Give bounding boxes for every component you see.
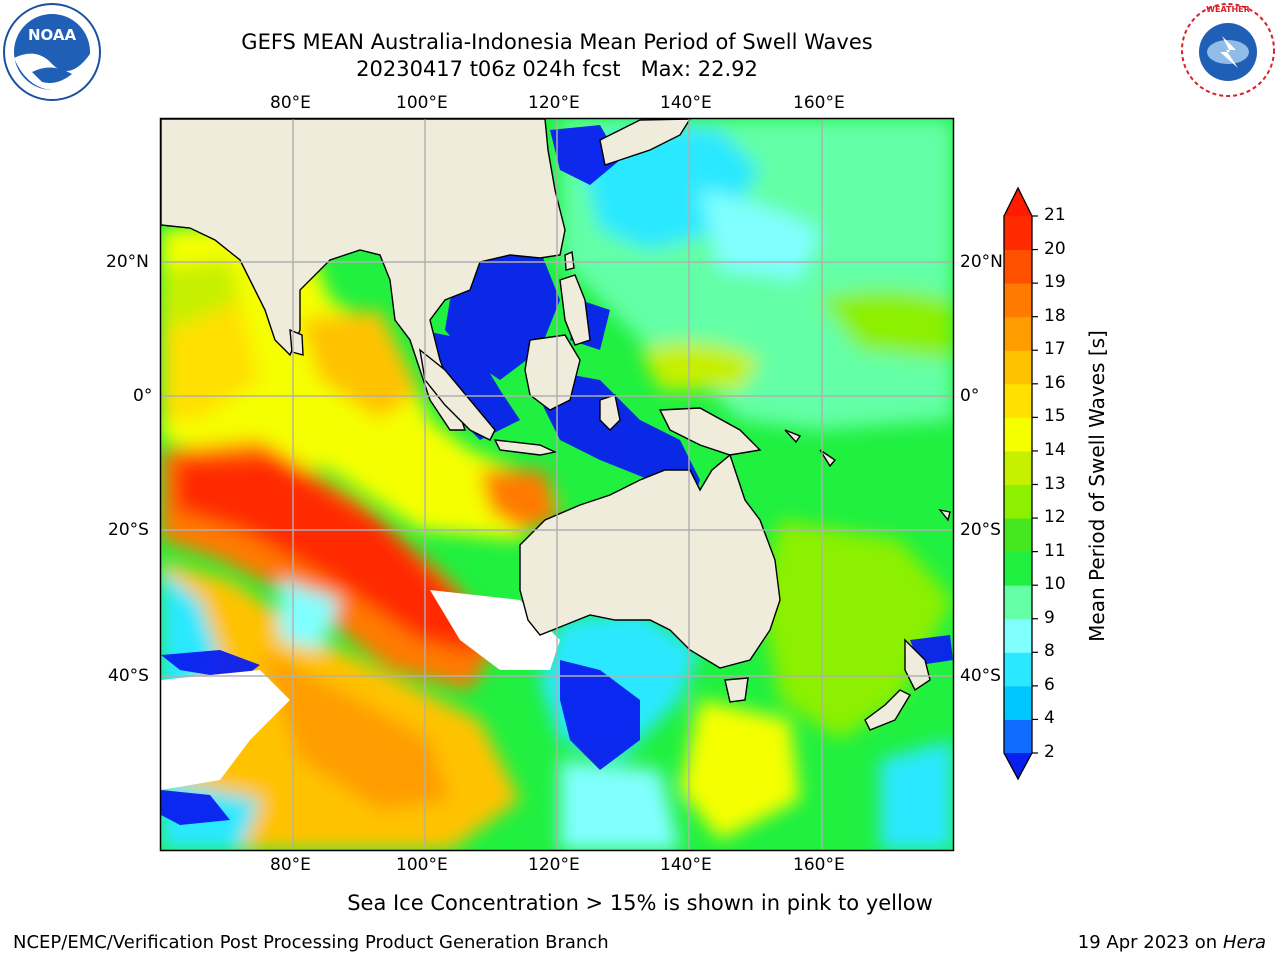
map-frame [159, 117, 955, 852]
chart-title: GEFS MEAN Australia-Indonesia Mean Perio… [241, 30, 873, 54]
colorbar-over-arrow [1004, 188, 1032, 216]
colorbar-band [1004, 283, 1032, 318]
colorbar-tick-label: 9 [1044, 607, 1055, 628]
colorbar-tick-label: 4 [1044, 708, 1055, 729]
svg-text:WEATHER: WEATHER [1206, 5, 1250, 14]
colorbar-band [1004, 685, 1032, 720]
lon-label-bottom-100e: 100°E [396, 855, 448, 875]
colorbar-tick-label: 17 [1044, 339, 1066, 360]
lon-label-top-140e: 140°E [660, 93, 712, 113]
graticule [161, 119, 953, 850]
lon-label-bottom-140e: 140°E [660, 855, 712, 875]
lat-label-right-20s: 20°S [960, 520, 1001, 540]
land-masses [161, 119, 951, 731]
colorbar-under-arrow [1004, 753, 1032, 779]
colorbar-band [1004, 316, 1032, 351]
generated-date: 19 Apr 2023 on Hera [1078, 932, 1266, 953]
lat-label-right-40s: 40°S [960, 666, 1001, 686]
colorbar-tick-label: 19 [1044, 272, 1066, 293]
colorbar-tick-label: 6 [1044, 674, 1055, 695]
chart-subtitle: 20230417 t06z 024h fcst Max: 22.92 [356, 57, 758, 81]
colorbar-tick-label: 11 [1044, 540, 1066, 561]
lon-label-top-160e: 160°E [793, 93, 845, 113]
lat-label-left-20n: 20°N [106, 252, 149, 272]
colorbar-band [1004, 350, 1032, 385]
colorbar-tick-label: 12 [1044, 507, 1066, 528]
colorbar-band [1004, 383, 1032, 418]
colorbar-band [1004, 618, 1032, 653]
colorbar-tick-label: 21 [1044, 205, 1066, 225]
colorbar-tick-label: 20 [1044, 238, 1066, 259]
noaa-logo: NOAA [3, 3, 101, 101]
colorbar-tick-label: 13 [1044, 473, 1066, 494]
colorbar-band [1004, 417, 1032, 452]
lat-label-right-0: 0° [960, 386, 980, 406]
colorbar-band [1004, 652, 1032, 687]
colorbar-band [1004, 249, 1032, 284]
lat-label-right-20n: 20°N [960, 252, 1003, 272]
lon-label-bottom-160e: 160°E [793, 855, 845, 875]
colorbar-band [1004, 585, 1032, 620]
colorbar-tick-label: 10 [1044, 574, 1066, 595]
lat-label-left-40s: 40°S [108, 666, 149, 686]
colorbar-tick-label: 8 [1044, 641, 1055, 662]
sea-ice-note: Sea Ice Concentration > 15% is shown in … [347, 891, 933, 915]
colorbar-tick-label: 2 [1044, 742, 1055, 762]
colorbar-band [1004, 450, 1032, 485]
lat-label-left-20s: 20°S [108, 520, 149, 540]
colorbar-tick-label: 16 [1044, 372, 1066, 393]
nws-logo: WEATHER [1181, 3, 1275, 97]
machine-name: Hera [1222, 932, 1266, 953]
noaa-logo-text: NOAA [28, 26, 77, 44]
lon-label-top-100e: 100°E [396, 93, 448, 113]
colorbar-tick-label: 14 [1044, 439, 1066, 460]
lon-label-top-80e: 80°E [270, 93, 311, 113]
colorbar-band [1004, 551, 1032, 586]
colorbar-tick-label: 15 [1044, 406, 1066, 427]
colorbar-band [1004, 484, 1032, 519]
colorbar-band [1004, 216, 1032, 251]
swell-period-field [161, 119, 953, 850]
colorbar-tick-label: 18 [1044, 305, 1066, 326]
colorbar-label: Mean Period of Swell Waves [s] [1085, 330, 1109, 642]
colorbar-band [1004, 719, 1032, 754]
lon-label-top-120e: 120°E [528, 93, 580, 113]
colorbar-band [1004, 518, 1032, 553]
date-text: 19 Apr 2023 on [1077, 932, 1223, 953]
colorbar [1003, 186, 1038, 781]
producer-credit: NCEP/EMC/Verification Post Processing Pr… [13, 932, 609, 953]
lon-label-bottom-120e: 120°E [528, 855, 580, 875]
lon-label-bottom-80e: 80°E [270, 855, 311, 875]
lat-label-left-0: 0° [133, 386, 153, 406]
